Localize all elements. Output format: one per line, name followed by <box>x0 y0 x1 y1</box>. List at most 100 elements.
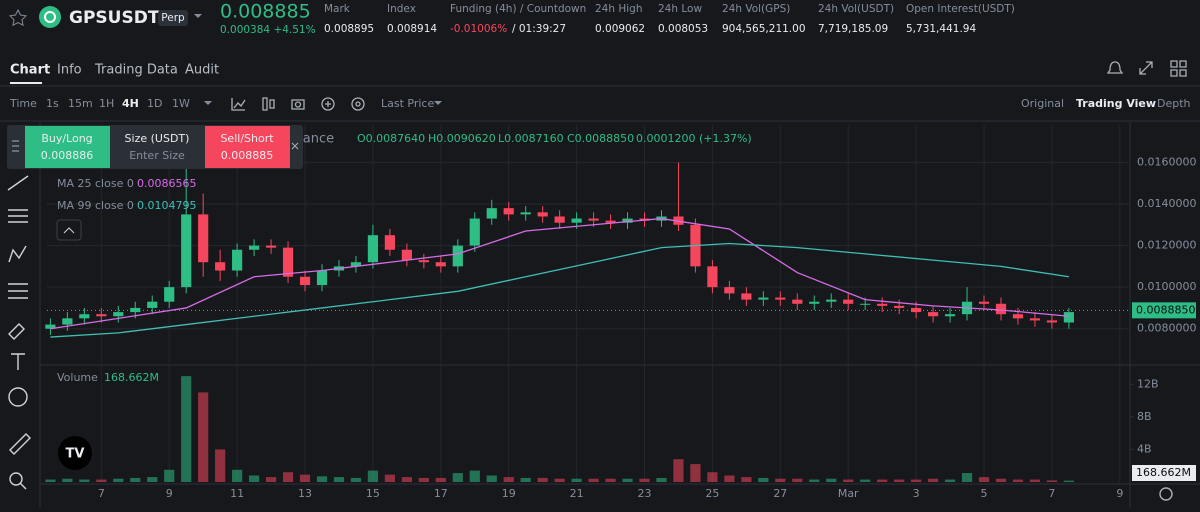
candle-body <box>571 218 582 223</box>
layout-icon[interactable] <box>1170 60 1187 77</box>
emoji-tool[interactable] <box>8 387 28 407</box>
volume-bar <box>452 473 463 482</box>
candle-body <box>792 299 803 304</box>
volume-bar <box>707 472 718 482</box>
candle-body <box>367 235 379 263</box>
tab[interactable]: Chart <box>10 63 50 78</box>
stat-label: Funding (4h) / Countdown <box>450 3 586 15</box>
volume-bar <box>1046 480 1058 482</box>
chart-settings[interactable] <box>1159 487 1173 501</box>
tab[interactable]: Info <box>57 63 82 78</box>
candle-body <box>96 314 107 317</box>
tab[interactable]: Audit <box>185 63 219 78</box>
symbol[interactable]: GPSUSDT <box>69 8 160 28</box>
indicator-icon[interactable] <box>231 98 246 111</box>
chart-type-icon[interactable] <box>262 97 275 111</box>
volume-bar <box>978 477 990 482</box>
stat-label: Open Interest(USDT) <box>906 3 1015 15</box>
candle-body <box>894 305 905 308</box>
candle-body <box>978 301 990 304</box>
sell-label[interactable]: Sell/Short <box>220 132 274 145</box>
last-price-label: 0.0088850 <box>1136 303 1196 316</box>
brush-tool[interactable] <box>8 323 25 340</box>
interval[interactable]: 1s <box>46 97 59 110</box>
camera-icon[interactable] <box>291 99 305 110</box>
candle-body <box>944 314 956 317</box>
favorite-star[interactable] <box>8 8 28 27</box>
x-tick-label: 7 <box>98 487 105 500</box>
candle-body <box>1029 318 1041 321</box>
zoom-tool[interactable] <box>9 472 23 486</box>
volume-tick-label: 4B <box>1137 442 1152 455</box>
candle-body <box>113 312 124 317</box>
view-option[interactable]: Trading View <box>1076 97 1156 110</box>
tradingview-logo[interactable] <box>58 436 92 470</box>
stat-label: Index <box>387 3 416 15</box>
candle-body <box>45 324 56 329</box>
ma-legend-name: MA 99 close 0 <box>57 199 134 212</box>
volume-tick-label: 12B <box>1137 377 1159 390</box>
text-tool[interactable] <box>11 353 25 370</box>
fib-tool[interactable] <box>8 283 28 299</box>
interval[interactable]: 15m <box>68 97 93 110</box>
candle-body <box>927 312 939 317</box>
candle-body <box>79 314 90 319</box>
interval[interactable]: 1D <box>147 97 162 110</box>
y-tick-label: 0.0100000 <box>1137 280 1197 293</box>
x-tick-label: 7 <box>1048 487 1055 500</box>
view-option[interactable]: Depth <box>1157 97 1191 110</box>
candle-body <box>741 293 752 300</box>
trendline-tool[interactable] <box>7 175 29 191</box>
price-source-caret[interactable] <box>434 101 442 105</box>
ohlc-legend: H0.0090620 <box>428 132 496 145</box>
candle-body <box>249 245 260 250</box>
volume-bar <box>435 477 446 482</box>
volume-bar <box>232 469 243 482</box>
volume-bar <box>673 459 684 482</box>
volume-bar <box>775 478 786 482</box>
volume-bar <box>520 477 531 482</box>
ruler-tool[interactable] <box>9 433 31 455</box>
lines-tool[interactable] <box>8 209 28 223</box>
size-input[interactable]: Enter Size <box>129 149 185 162</box>
view-option[interactable]: Original <box>1021 97 1064 110</box>
volume-bar <box>826 478 837 482</box>
price-source[interactable]: Last Price <box>381 97 434 110</box>
candle-body <box>707 266 718 288</box>
bell-icon[interactable] <box>1106 61 1124 74</box>
stat-value: 0.008895 <box>324 23 374 35</box>
collapse-legend[interactable] <box>56 219 82 241</box>
volume-bar <box>927 478 939 482</box>
zoom-handle <box>19 482 27 490</box>
add-icon[interactable] <box>321 97 335 111</box>
fullscreen-icon[interactable] <box>1139 61 1153 75</box>
volume-bar <box>724 475 735 482</box>
settings-icon[interactable] <box>351 97 365 111</box>
interval[interactable]: 1H <box>99 97 114 110</box>
volume-bar <box>215 449 226 482</box>
drag-handle[interactable] <box>12 140 19 152</box>
interval[interactable]: Time <box>9 97 37 110</box>
candle-body <box>775 297 786 300</box>
candle-body <box>537 212 548 217</box>
buy-button[interactable] <box>25 126 110 168</box>
candle-body <box>826 299 837 302</box>
interval[interactable]: 4H <box>122 97 139 110</box>
buy-label[interactable]: Buy/Long <box>41 132 92 145</box>
tab[interactable]: Trading Data <box>94 63 178 78</box>
sell-price[interactable]: 0.008885 <box>221 149 274 162</box>
close-panel[interactable] <box>291 142 299 150</box>
volume-bar <box>1029 479 1041 482</box>
candle-body <box>232 249 243 271</box>
pattern-tool[interactable] <box>8 245 27 263</box>
candle-body <box>809 301 820 304</box>
interval[interactable]: 1W <box>172 97 190 110</box>
buy-price[interactable]: 0.008886 <box>41 149 94 162</box>
symbol-caret[interactable] <box>194 14 202 18</box>
sell-button[interactable] <box>205 126 290 168</box>
volume-legend-value: 168.662M <box>104 371 159 384</box>
interval-caret[interactable] <box>204 101 212 105</box>
volume-bar <box>130 477 141 482</box>
volume-bar <box>656 477 667 482</box>
